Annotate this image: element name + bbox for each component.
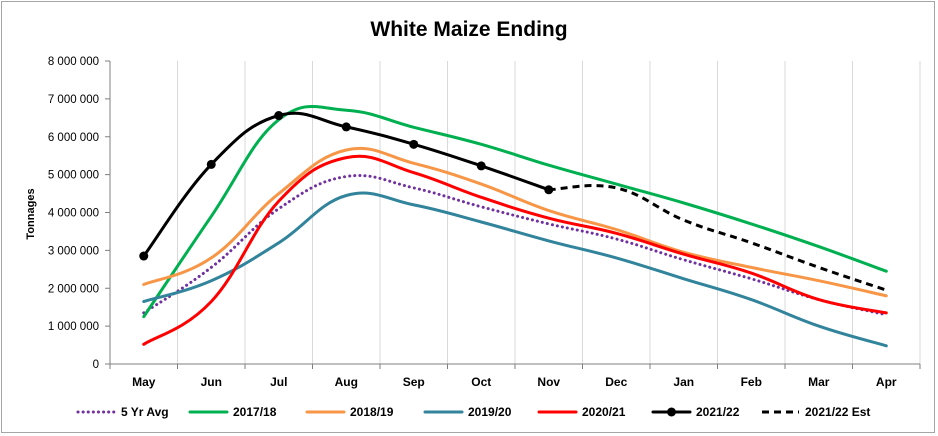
- legend-label-2020-21: 2020/21: [582, 405, 626, 419]
- y-axis-label: Tonnages: [25, 188, 37, 239]
- y-tick-label: 4 000 000: [48, 208, 99, 220]
- series-line-2019-20: [142, 191, 888, 348]
- series-line-2017-18: [142, 105, 888, 319]
- series-line-2020-21: [142, 154, 888, 346]
- y-tick-label: 2 000 000: [48, 283, 99, 295]
- x-tick-label: Jul: [270, 375, 287, 389]
- legend-label-2021-22: 2021/22: [696, 405, 740, 419]
- legend-label-5-yr-avg: 5 Yr Avg: [121, 405, 169, 419]
- y-tick-label: 7 000 000: [48, 94, 99, 106]
- x-tick-label: Feb: [741, 375, 762, 389]
- series-line-2021-22-est: [548, 184, 887, 292]
- series-point-2021-22: [409, 139, 419, 149]
- y-tick-label: 6 000 000: [48, 132, 99, 144]
- x-tick-label: Sep: [403, 375, 425, 389]
- legend: 5 Yr Avg 2017/18 2018/19 2019/20 2020/21 2021…: [76, 405, 870, 419]
- x-tick-label: Apr: [876, 375, 897, 389]
- y-tick-label: 8 000 000: [48, 56, 99, 68]
- series-point-2021-22: [476, 161, 486, 171]
- x-tick-label: Nov: [537, 375, 560, 389]
- x-tick-label: Mar: [808, 375, 830, 389]
- legend-label-2018-19: 2018/19: [350, 405, 394, 419]
- series-point-2021-22: [341, 122, 351, 132]
- x-tick-labels: May Jun Jul Aug Sep Oct Nov Dec Jan Feb Mar Apr: [132, 375, 897, 389]
- axes: [105, 60, 921, 369]
- series-line-2021-22: [142, 111, 551, 258]
- series-point-2021-22: [139, 251, 149, 261]
- series-point-2021-22: [206, 159, 216, 169]
- y-tick-label: 1 000 000: [48, 321, 99, 333]
- x-tick-label: May: [132, 375, 156, 389]
- legend-marker-2021-22: [667, 407, 676, 417]
- x-tick-label: Jan: [673, 375, 694, 389]
- x-tick-label: Aug: [335, 375, 358, 389]
- x-tick-label: Dec: [605, 375, 627, 389]
- chart-title: White Maize Ending: [370, 18, 567, 41]
- x-tick-label: Oct: [471, 375, 491, 389]
- legend-label-2021-22-est: 2021/22 Est: [805, 405, 870, 419]
- legend-label-2019-20: 2019/20: [468, 405, 512, 419]
- y-tick-labels: 0 1 000 000 2 000 000 3 000 000 4 000 000 5 0…: [48, 56, 99, 371]
- series-lines: [139, 105, 888, 348]
- y-tick-label: 5 000 000: [48, 170, 99, 182]
- y-tick-label: 0: [93, 359, 99, 371]
- legend-label-2017-18: 2017/18: [233, 405, 277, 419]
- series-point-2021-22: [274, 111, 284, 121]
- series-line-2018-19: [142, 146, 888, 298]
- y-tick-label: 3 000 000: [48, 245, 99, 257]
- x-tick-label: Jun: [201, 375, 222, 389]
